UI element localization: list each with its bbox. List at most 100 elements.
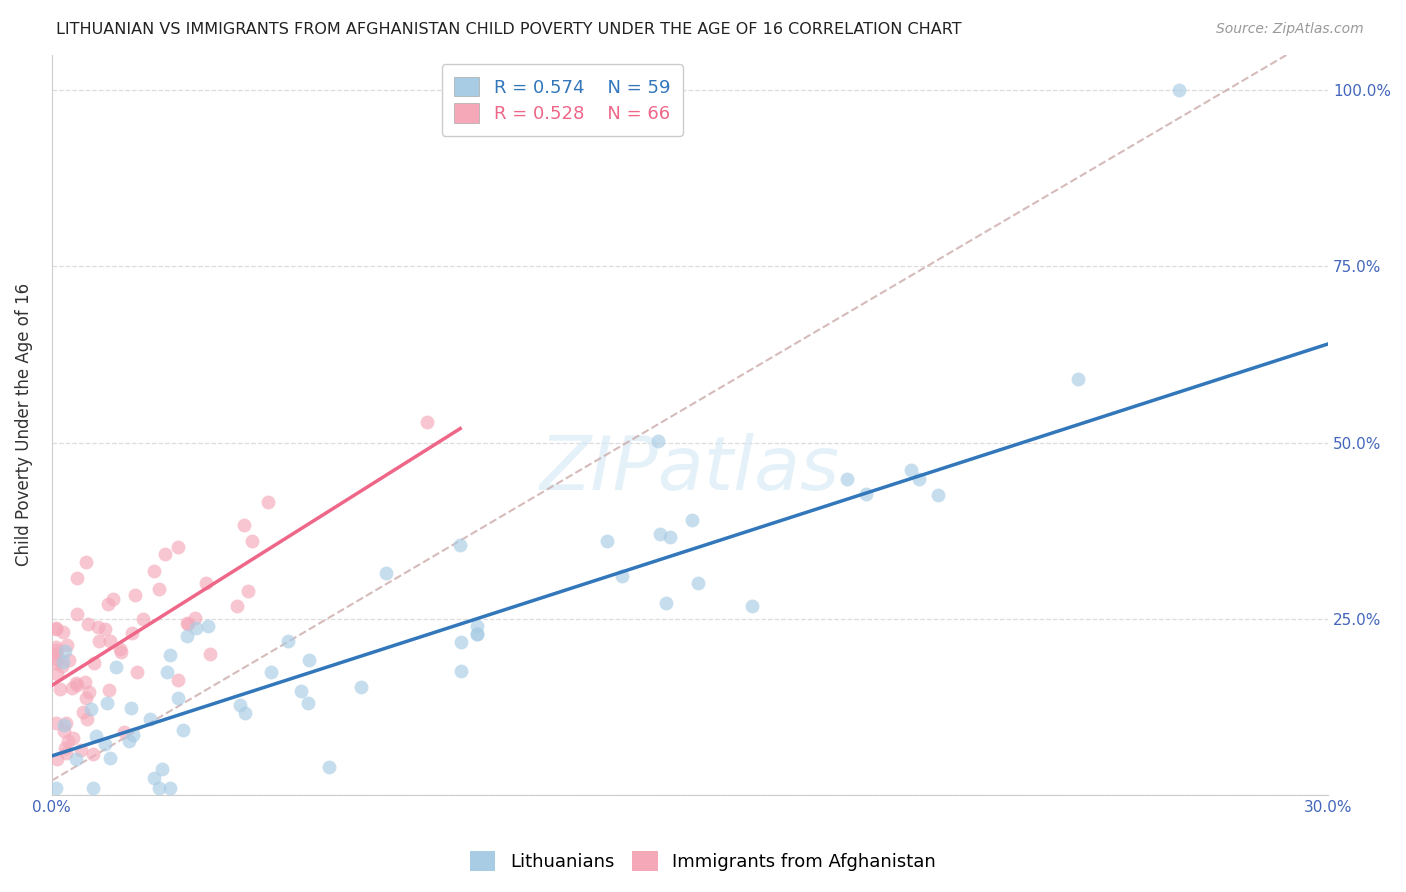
Point bbox=[290, 684, 312, 698]
Point bbox=[112, 724, 135, 739]
Point bbox=[65, 752, 87, 766]
Point bbox=[139, 712, 162, 726]
Point bbox=[75, 555, 97, 569]
Point bbox=[120, 701, 142, 715]
Point bbox=[122, 728, 145, 742]
Point bbox=[159, 648, 181, 662]
Point bbox=[86, 620, 108, 634]
Point bbox=[80, 702, 103, 716]
Point bbox=[240, 533, 263, 548]
Point bbox=[450, 664, 472, 678]
Point bbox=[855, 486, 877, 500]
Point bbox=[97, 683, 120, 698]
Point bbox=[176, 615, 198, 630]
Point bbox=[62, 731, 84, 745]
Point bbox=[98, 750, 121, 764]
Point bbox=[465, 618, 488, 632]
Point bbox=[83, 656, 105, 670]
Point bbox=[45, 715, 67, 730]
Point bbox=[153, 547, 176, 561]
Point bbox=[465, 626, 488, 640]
Point bbox=[56, 638, 79, 652]
Text: LITHUANIAN VS IMMIGRANTS FROM AFGHANISTAN CHILD POVERTY UNDER THE AGE OF 16 CORR: LITHUANIAN VS IMMIGRANTS FROM AFGHANISTA… bbox=[56, 22, 962, 37]
Point bbox=[197, 619, 219, 633]
Point bbox=[121, 626, 143, 640]
Point bbox=[655, 596, 678, 610]
Point bbox=[658, 530, 681, 544]
Point bbox=[612, 569, 634, 583]
Point bbox=[66, 571, 89, 585]
Point bbox=[52, 624, 75, 639]
Point bbox=[172, 723, 194, 737]
Point bbox=[596, 533, 619, 548]
Point bbox=[908, 472, 931, 486]
Point bbox=[148, 780, 170, 795]
Point bbox=[55, 715, 77, 730]
Point bbox=[70, 743, 93, 757]
Point bbox=[167, 673, 190, 687]
Point bbox=[100, 634, 122, 648]
Point bbox=[900, 463, 922, 477]
Point bbox=[65, 678, 87, 692]
Point bbox=[1067, 372, 1090, 386]
Point bbox=[257, 495, 280, 509]
Point bbox=[46, 752, 69, 766]
Point bbox=[233, 706, 256, 720]
Text: Source: ZipAtlas.com: Source: ZipAtlas.com bbox=[1216, 22, 1364, 37]
Point bbox=[65, 676, 87, 690]
Point bbox=[94, 622, 117, 636]
Point bbox=[159, 780, 181, 795]
Point bbox=[198, 647, 221, 661]
Legend: Lithuanians, Immigrants from Afghanistan: Lithuanians, Immigrants from Afghanistan bbox=[463, 844, 943, 879]
Point bbox=[449, 538, 471, 552]
Point bbox=[110, 644, 132, 658]
Point bbox=[51, 658, 73, 673]
Point bbox=[155, 665, 177, 679]
Point bbox=[45, 656, 67, 670]
Point bbox=[77, 616, 100, 631]
Point bbox=[76, 712, 98, 726]
Point bbox=[101, 591, 124, 606]
Point bbox=[318, 760, 340, 774]
Point bbox=[176, 629, 198, 643]
Point bbox=[741, 599, 763, 614]
Point bbox=[277, 633, 299, 648]
Point bbox=[229, 698, 252, 713]
Point bbox=[75, 691, 97, 706]
Point bbox=[56, 734, 79, 748]
Point bbox=[194, 575, 217, 590]
Point bbox=[53, 723, 76, 738]
Point bbox=[94, 737, 117, 751]
Point bbox=[132, 611, 155, 625]
Point bbox=[52, 656, 75, 670]
Point bbox=[45, 643, 67, 657]
Point bbox=[72, 706, 94, 720]
Point bbox=[1168, 83, 1191, 97]
Point bbox=[97, 597, 120, 611]
Point bbox=[96, 696, 118, 710]
Point bbox=[150, 762, 173, 776]
Point bbox=[77, 684, 100, 698]
Text: ZIPatlas: ZIPatlas bbox=[540, 434, 839, 505]
Point bbox=[835, 472, 858, 486]
Legend: R = 0.574    N = 59, R = 0.528    N = 66: R = 0.574 N = 59, R = 0.528 N = 66 bbox=[441, 64, 683, 136]
Point bbox=[177, 616, 200, 631]
Point bbox=[167, 690, 190, 705]
Point bbox=[465, 627, 488, 641]
Point bbox=[927, 488, 949, 502]
Point bbox=[648, 527, 671, 541]
Point bbox=[45, 647, 67, 661]
Point bbox=[236, 583, 259, 598]
Point bbox=[374, 566, 396, 580]
Point bbox=[45, 623, 67, 637]
Point bbox=[87, 634, 110, 648]
Point bbox=[53, 643, 76, 657]
Point bbox=[82, 780, 104, 795]
Point bbox=[82, 747, 104, 761]
Point bbox=[45, 666, 67, 681]
Point bbox=[108, 642, 131, 657]
Point bbox=[45, 621, 67, 635]
Point bbox=[186, 622, 208, 636]
Point bbox=[65, 607, 87, 621]
Point bbox=[53, 718, 76, 732]
